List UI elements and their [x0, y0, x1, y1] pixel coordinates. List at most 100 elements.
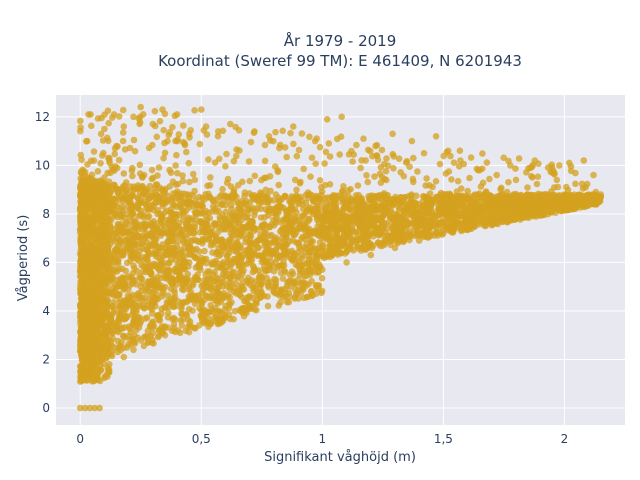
scatter-point — [275, 197, 283, 205]
scatter-point — [209, 203, 217, 210]
scatter-point — [175, 131, 183, 138]
scatter-point — [195, 238, 202, 245]
data-points — [76, 103, 605, 412]
scatter-point — [287, 221, 294, 228]
scatter-point — [326, 153, 334, 160]
scatter-point — [325, 236, 333, 244]
scatter-point — [298, 262, 306, 270]
scatter-point — [227, 183, 235, 190]
scatter-point — [251, 306, 258, 313]
scatter-point — [307, 207, 315, 214]
scatter-point — [241, 297, 248, 305]
scatter-point — [288, 200, 295, 207]
scatter-point — [123, 259, 131, 267]
scatter-point — [482, 188, 490, 195]
scatter-point — [415, 209, 423, 217]
scatter-point — [115, 316, 122, 324]
scatter-point — [380, 206, 388, 214]
scatter-point — [255, 267, 263, 274]
scatter-point — [315, 229, 322, 236]
scatter-point — [236, 285, 243, 293]
scatter-point — [122, 334, 129, 341]
scatter-point — [135, 257, 142, 264]
scatter-point — [94, 168, 102, 175]
scatter-point — [359, 244, 366, 251]
scatter-point — [120, 170, 128, 177]
scatter-point — [264, 293, 271, 300]
scatter-point — [293, 152, 301, 160]
scatter-point — [377, 179, 385, 186]
scatter-point — [486, 175, 493, 183]
scatter-point — [391, 221, 398, 229]
scatter-point — [97, 130, 105, 138]
scatter-point — [392, 212, 399, 220]
scatter-point — [295, 295, 302, 302]
scatter-point — [175, 298, 182, 305]
scatter-point — [175, 268, 183, 275]
scatter-point — [164, 292, 172, 299]
scatter-point — [372, 193, 380, 201]
scatter-point — [527, 212, 534, 219]
scatter-point — [288, 247, 296, 255]
scatter-point — [534, 196, 542, 204]
scatter-point — [153, 224, 160, 231]
scatter-point — [245, 277, 252, 285]
scatter-point — [160, 126, 167, 134]
scatter-point — [467, 154, 475, 161]
scatter-point — [331, 246, 338, 253]
scatter-point — [270, 137, 277, 145]
scatter-point — [160, 154, 167, 162]
scatter-point — [306, 266, 314, 274]
scatter-point — [116, 296, 124, 303]
scatter-point — [116, 251, 123, 259]
scatter-point — [168, 209, 175, 217]
scatter-point — [382, 167, 390, 175]
scatter-point — [572, 180, 579, 188]
scatter-point — [263, 239, 271, 246]
scatter-point — [246, 177, 254, 185]
scatter-point — [283, 153, 291, 161]
scatter-point — [166, 216, 173, 224]
scatter-point — [512, 165, 519, 172]
scatter-point — [447, 222, 454, 230]
scatter-point — [287, 129, 294, 137]
scatter-point — [160, 222, 167, 230]
scatter-point — [115, 113, 123, 120]
scatter-point — [442, 215, 450, 223]
scatter-point — [134, 226, 142, 233]
scatter-point — [179, 316, 187, 323]
scatter-point — [265, 212, 272, 219]
scatter-point — [281, 193, 289, 201]
scatter-point — [373, 152, 381, 159]
scatter-point — [122, 219, 130, 226]
scatter-point — [503, 188, 511, 196]
scatter-point — [390, 165, 397, 172]
scatter-point — [464, 187, 472, 195]
scatter-point — [367, 213, 375, 220]
scatter-point — [105, 178, 113, 186]
scatter-point — [582, 184, 589, 191]
scatter-point — [110, 302, 117, 310]
scatter-point — [165, 309, 172, 317]
scatter-point — [153, 278, 161, 285]
scatter-point — [313, 247, 321, 254]
scatter-point — [168, 196, 175, 203]
scatter-point — [298, 213, 305, 220]
scatter-point — [412, 217, 420, 224]
scatter-point — [216, 155, 223, 163]
scatter-point — [267, 187, 274, 195]
scatter-point — [178, 278, 186, 286]
scatter-point — [453, 188, 461, 195]
scatter-point — [136, 161, 144, 169]
scatter-point — [340, 213, 348, 220]
scatter-point — [354, 182, 362, 189]
scatter-point — [303, 293, 311, 301]
scatter-point — [195, 205, 203, 212]
scatter-point — [239, 178, 246, 186]
scatter-point — [189, 307, 196, 315]
scatter-point — [321, 160, 328, 167]
scatter-point — [128, 246, 135, 254]
scatter-point — [174, 237, 182, 244]
scatter-point — [336, 151, 344, 158]
scatter-point — [515, 208, 522, 216]
